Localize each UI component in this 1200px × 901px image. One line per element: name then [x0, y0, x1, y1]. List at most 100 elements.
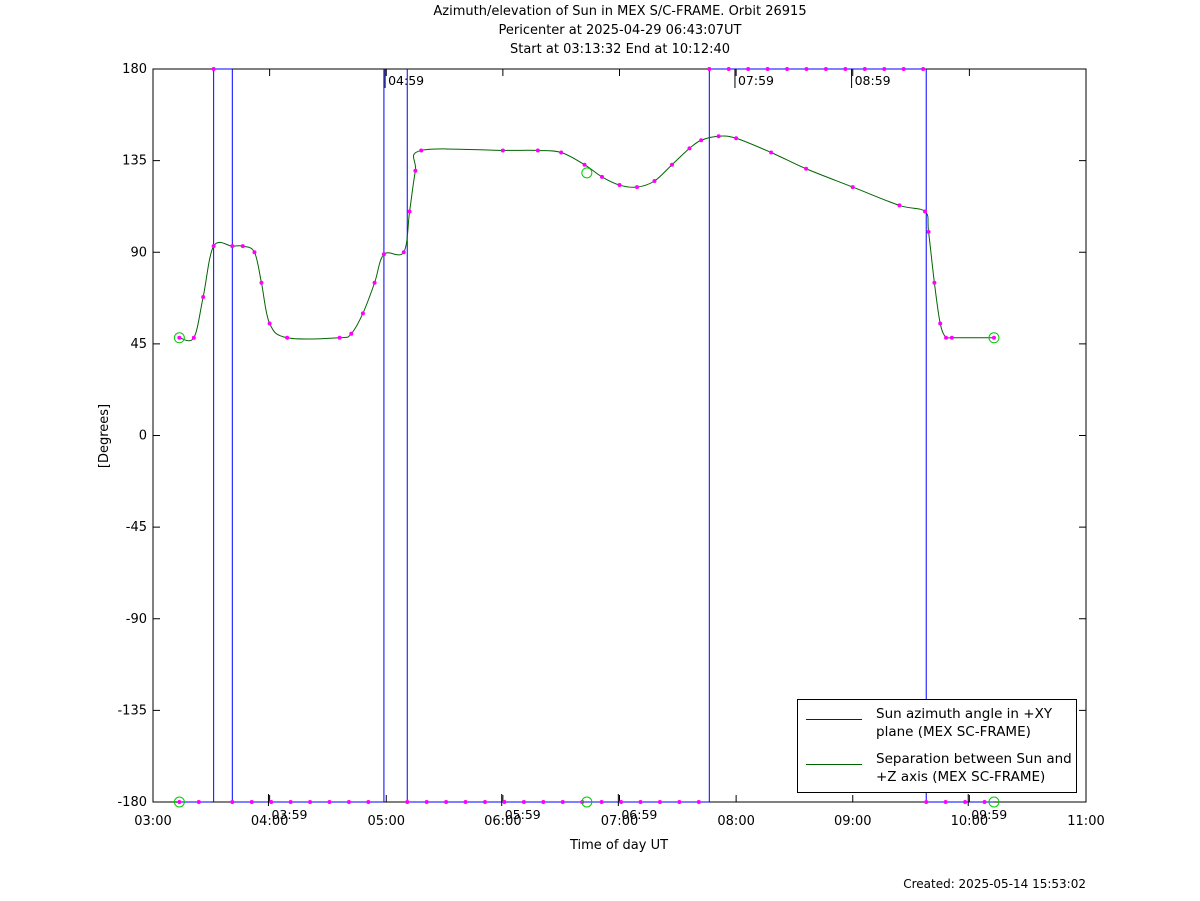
separation-point-marker: [201, 295, 206, 300]
azimuth-point-marker: [211, 67, 216, 71]
separation-point-marker: [716, 134, 721, 139]
separation-point-marker: [669, 162, 674, 167]
separation-point-marker: [559, 150, 564, 155]
x-tick-label: 11:00: [1067, 814, 1104, 829]
hour-marker-label: 05:59: [505, 807, 541, 822]
separation-point-marker: [337, 335, 342, 340]
separation-point-marker: [407, 209, 412, 214]
azimuth-point-marker: [785, 67, 790, 71]
azimuth-point-marker: [638, 800, 643, 804]
y-tick-label: 135: [122, 154, 147, 169]
separation-point-marker: [211, 244, 216, 249]
separation-point-marker: [349, 331, 354, 336]
azimuth-point-marker: [823, 67, 828, 71]
y-tick-label: 180: [122, 62, 147, 77]
legend-label-azimuth-line2: plane (MEX SC-FRAME): [876, 724, 1031, 740]
azimuth-point-marker: [308, 800, 313, 804]
chart-title-line-1: Azimuth/elevation of Sun in MEX S/C-FRAM…: [433, 4, 807, 19]
azimuth-point-marker: [249, 800, 254, 804]
azimuth-point-marker: [521, 800, 526, 804]
azimuth-point-marker: [707, 67, 712, 71]
azimuth-point-marker: [901, 67, 906, 71]
separation-point-marker: [191, 335, 196, 340]
azimuth-point-marker: [230, 800, 235, 804]
azimuth-point-marker: [269, 800, 274, 804]
y-tick-label: -180: [117, 795, 147, 810]
legend-entry-azimuth: Sun azimuth angle in +XY plane (MEX SC-F…: [806, 705, 1070, 749]
separation-point-marker: [897, 203, 902, 208]
azimuth-point-marker: [444, 800, 449, 804]
separation-point-marker: [401, 250, 406, 255]
separation-point-marker: [267, 321, 272, 326]
chart-title-line-3: Start at 03:13:32 End at 10:12:40: [509, 42, 731, 57]
azimuth-point-marker: [177, 800, 182, 804]
azimuth-point-marker: [502, 800, 507, 804]
separation-point-marker: [926, 229, 931, 234]
series-layer: [179, 68, 994, 803]
separation-point-marker: [634, 185, 639, 190]
endpoint-circle: [581, 796, 593, 808]
azimuth-point-marker: [327, 800, 332, 804]
endpoint-circle: [173, 796, 185, 808]
azimuth-point-marker: [843, 67, 848, 71]
separation-point-marker: [419, 148, 424, 153]
separation-point-marker: [944, 335, 949, 340]
azimuth-point-marker: [677, 800, 682, 804]
hour-marker-label: 07:59: [738, 73, 774, 88]
azimuth-point-marker: [288, 800, 293, 804]
hour-marker-label: 06:59: [621, 807, 657, 822]
separation-point-marker: [687, 146, 692, 151]
azimuth-point-marker: [862, 67, 867, 71]
y-tick-label: 45: [130, 337, 147, 352]
azimuth-point-marker: [541, 800, 546, 804]
separation-point-marker: [360, 311, 365, 316]
y-tick-label: -45: [126, 520, 147, 535]
separation-point-marker: [582, 162, 587, 167]
y-tick-label: 0: [139, 429, 147, 444]
azimuth-point-marker: [943, 800, 948, 804]
separation-point-marker: [177, 335, 182, 340]
azimuth-point-marker: [196, 800, 201, 804]
chart-title-line-2: Pericenter at 2025-04-29 06:43:07UT: [498, 23, 742, 38]
separation-point-marker: [699, 138, 704, 143]
separation-point-marker: [949, 335, 954, 340]
separation-point-marker: [381, 252, 386, 257]
hour-marker-label: 09:59: [971, 807, 1007, 822]
azimuth-point-marker: [560, 800, 565, 804]
azimuth-point-marker: [921, 67, 926, 71]
separation-point-marker: [938, 321, 943, 326]
created-timestamp: Created: 2025-05-14 15:53:02: [903, 877, 1086, 891]
x-tick-label: 05:00: [368, 814, 405, 829]
endpoint-circle: [988, 796, 1000, 808]
separation-point-marker: [535, 148, 540, 153]
separation-point-marker: [240, 244, 245, 249]
y-tick-label: 90: [130, 245, 147, 260]
separation-point-marker: [734, 136, 739, 141]
separation-point-marker: [259, 280, 264, 285]
x-tick-label: 04:00: [251, 814, 288, 829]
legend-label-separation-line1: Separation between Sun and: [876, 751, 1072, 767]
separation-line: [179, 135, 994, 342]
separation-point-marker: [285, 335, 290, 340]
x-tick-label: 07:00: [601, 814, 638, 829]
separation-point-marker: [769, 150, 774, 155]
endpoint-circle: [173, 332, 185, 344]
plot-frame: [152, 68, 1087, 803]
azimuth-point-marker: [924, 800, 929, 804]
legend-entry-separation: Separation between Sun and +Z axis (MEX …: [806, 750, 1072, 794]
separation-point-marker: [372, 280, 377, 285]
legend-label-azimuth-line1: Sun azimuth angle in +XY: [876, 706, 1053, 722]
x-tick-label: 03:00: [134, 814, 171, 829]
azimuth-point-marker: [366, 800, 371, 804]
legend-swatch-separation: [806, 764, 862, 765]
separation-point-marker: [991, 335, 996, 340]
azimuth-point-marker: [424, 800, 429, 804]
legend-label-separation-line2: +Z axis (MEX SC-FRAME): [876, 769, 1046, 785]
azimuth-point-marker: [765, 67, 770, 71]
azimuth-point-marker: [882, 67, 887, 71]
azimuth-point-marker: [982, 800, 987, 804]
azimuth-point-marker: [599, 800, 604, 804]
separation-point-marker: [923, 209, 928, 214]
azimuth-point-marker: [482, 800, 487, 804]
